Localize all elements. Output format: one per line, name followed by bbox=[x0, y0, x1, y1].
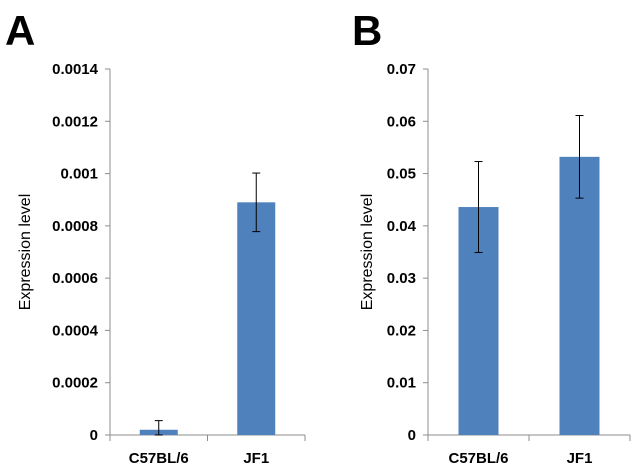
category-label: JF1 bbox=[567, 450, 593, 467]
panel-letter: B bbox=[352, 7, 382, 54]
y-tick-label: 0.07 bbox=[387, 61, 416, 78]
y-axis-title: Expression level bbox=[17, 194, 34, 311]
y-tick-label: 0.05 bbox=[387, 166, 416, 183]
panel-letter: A bbox=[5, 7, 35, 54]
category-label: JF1 bbox=[243, 450, 269, 467]
y-tick-label: 0.01 bbox=[387, 375, 416, 392]
y-tick-label: 0.0008 bbox=[52, 218, 98, 235]
y-tick-label: 0.0006 bbox=[52, 270, 98, 287]
y-tick-label: 0.06 bbox=[387, 113, 416, 130]
y-tick-label: 0.0012 bbox=[52, 113, 98, 130]
y-tick-label: 0.03 bbox=[387, 270, 416, 287]
y-axis-title: Expression level bbox=[359, 194, 376, 311]
panel-a: A 0 0.0002 0.0004 0.0006 0.0008 0.001 0.0012 0.0… bbox=[5, 7, 306, 467]
y-tick-label: 0.0014 bbox=[52, 61, 99, 78]
category-label: C57BL/6 bbox=[129, 450, 189, 467]
y-tick-label: 0.02 bbox=[387, 322, 416, 339]
bar bbox=[559, 156, 600, 435]
y-tick-label: 0 bbox=[90, 427, 98, 444]
y-tick-label: 0.0004 bbox=[52, 322, 99, 339]
y-tick-label: 0.0002 bbox=[52, 375, 98, 392]
panel-b: B 0 0.01 0.02 0.03 0.04 0.05 0.06 0.07 C57BL/6 JF1… bbox=[352, 7, 631, 467]
y-tick-label: 0.001 bbox=[60, 166, 98, 183]
y-tick-label: 0 bbox=[408, 427, 416, 444]
bar bbox=[237, 202, 276, 435]
category-label: C57BL/6 bbox=[448, 450, 508, 467]
y-tick-label: 0.04 bbox=[387, 218, 417, 235]
